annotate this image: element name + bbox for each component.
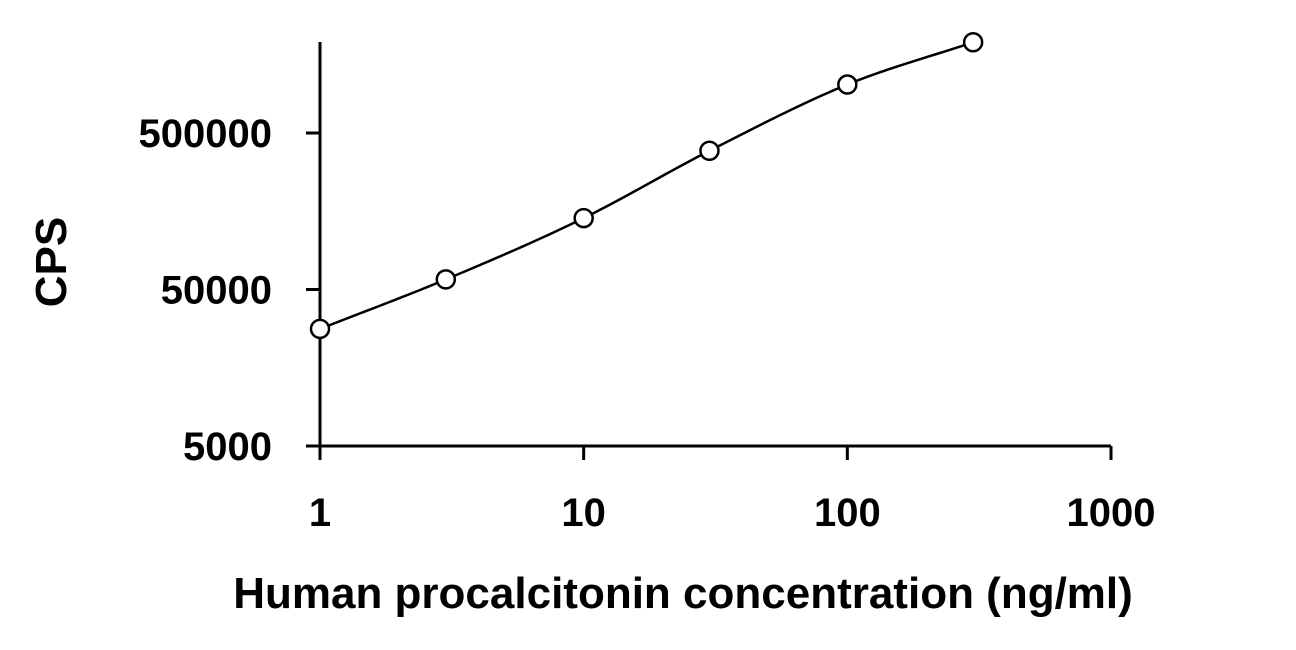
x-axis-ticks: 1 10 100 1000 bbox=[309, 446, 1156, 535]
data-point bbox=[962, 32, 984, 53]
data-point bbox=[573, 207, 594, 229]
data-point bbox=[435, 269, 457, 290]
y-axis-title: CPS bbox=[27, 217, 76, 307]
x-tick-label: 100 bbox=[814, 491, 881, 535]
data-point bbox=[699, 140, 720, 162]
y-tick-label: 500000 bbox=[139, 112, 272, 156]
data-points bbox=[309, 32, 984, 340]
x-tick-label: 1000 bbox=[1067, 491, 1156, 535]
x-tick-label: 1 bbox=[309, 491, 331, 535]
data-point bbox=[837, 74, 858, 95]
data-point bbox=[309, 318, 331, 340]
axes bbox=[306, 42, 1111, 448]
y-tick-label: 5000 bbox=[183, 425, 272, 469]
fitted-curve bbox=[319, 41, 974, 331]
x-axis-title: Human procalcitonin concentration (ng/ml… bbox=[233, 569, 1133, 618]
y-tick-label: 50000 bbox=[161, 269, 272, 313]
y-axis-ticks: 5000 50000 500000 bbox=[139, 112, 320, 469]
x-tick-label: 10 bbox=[561, 491, 606, 535]
